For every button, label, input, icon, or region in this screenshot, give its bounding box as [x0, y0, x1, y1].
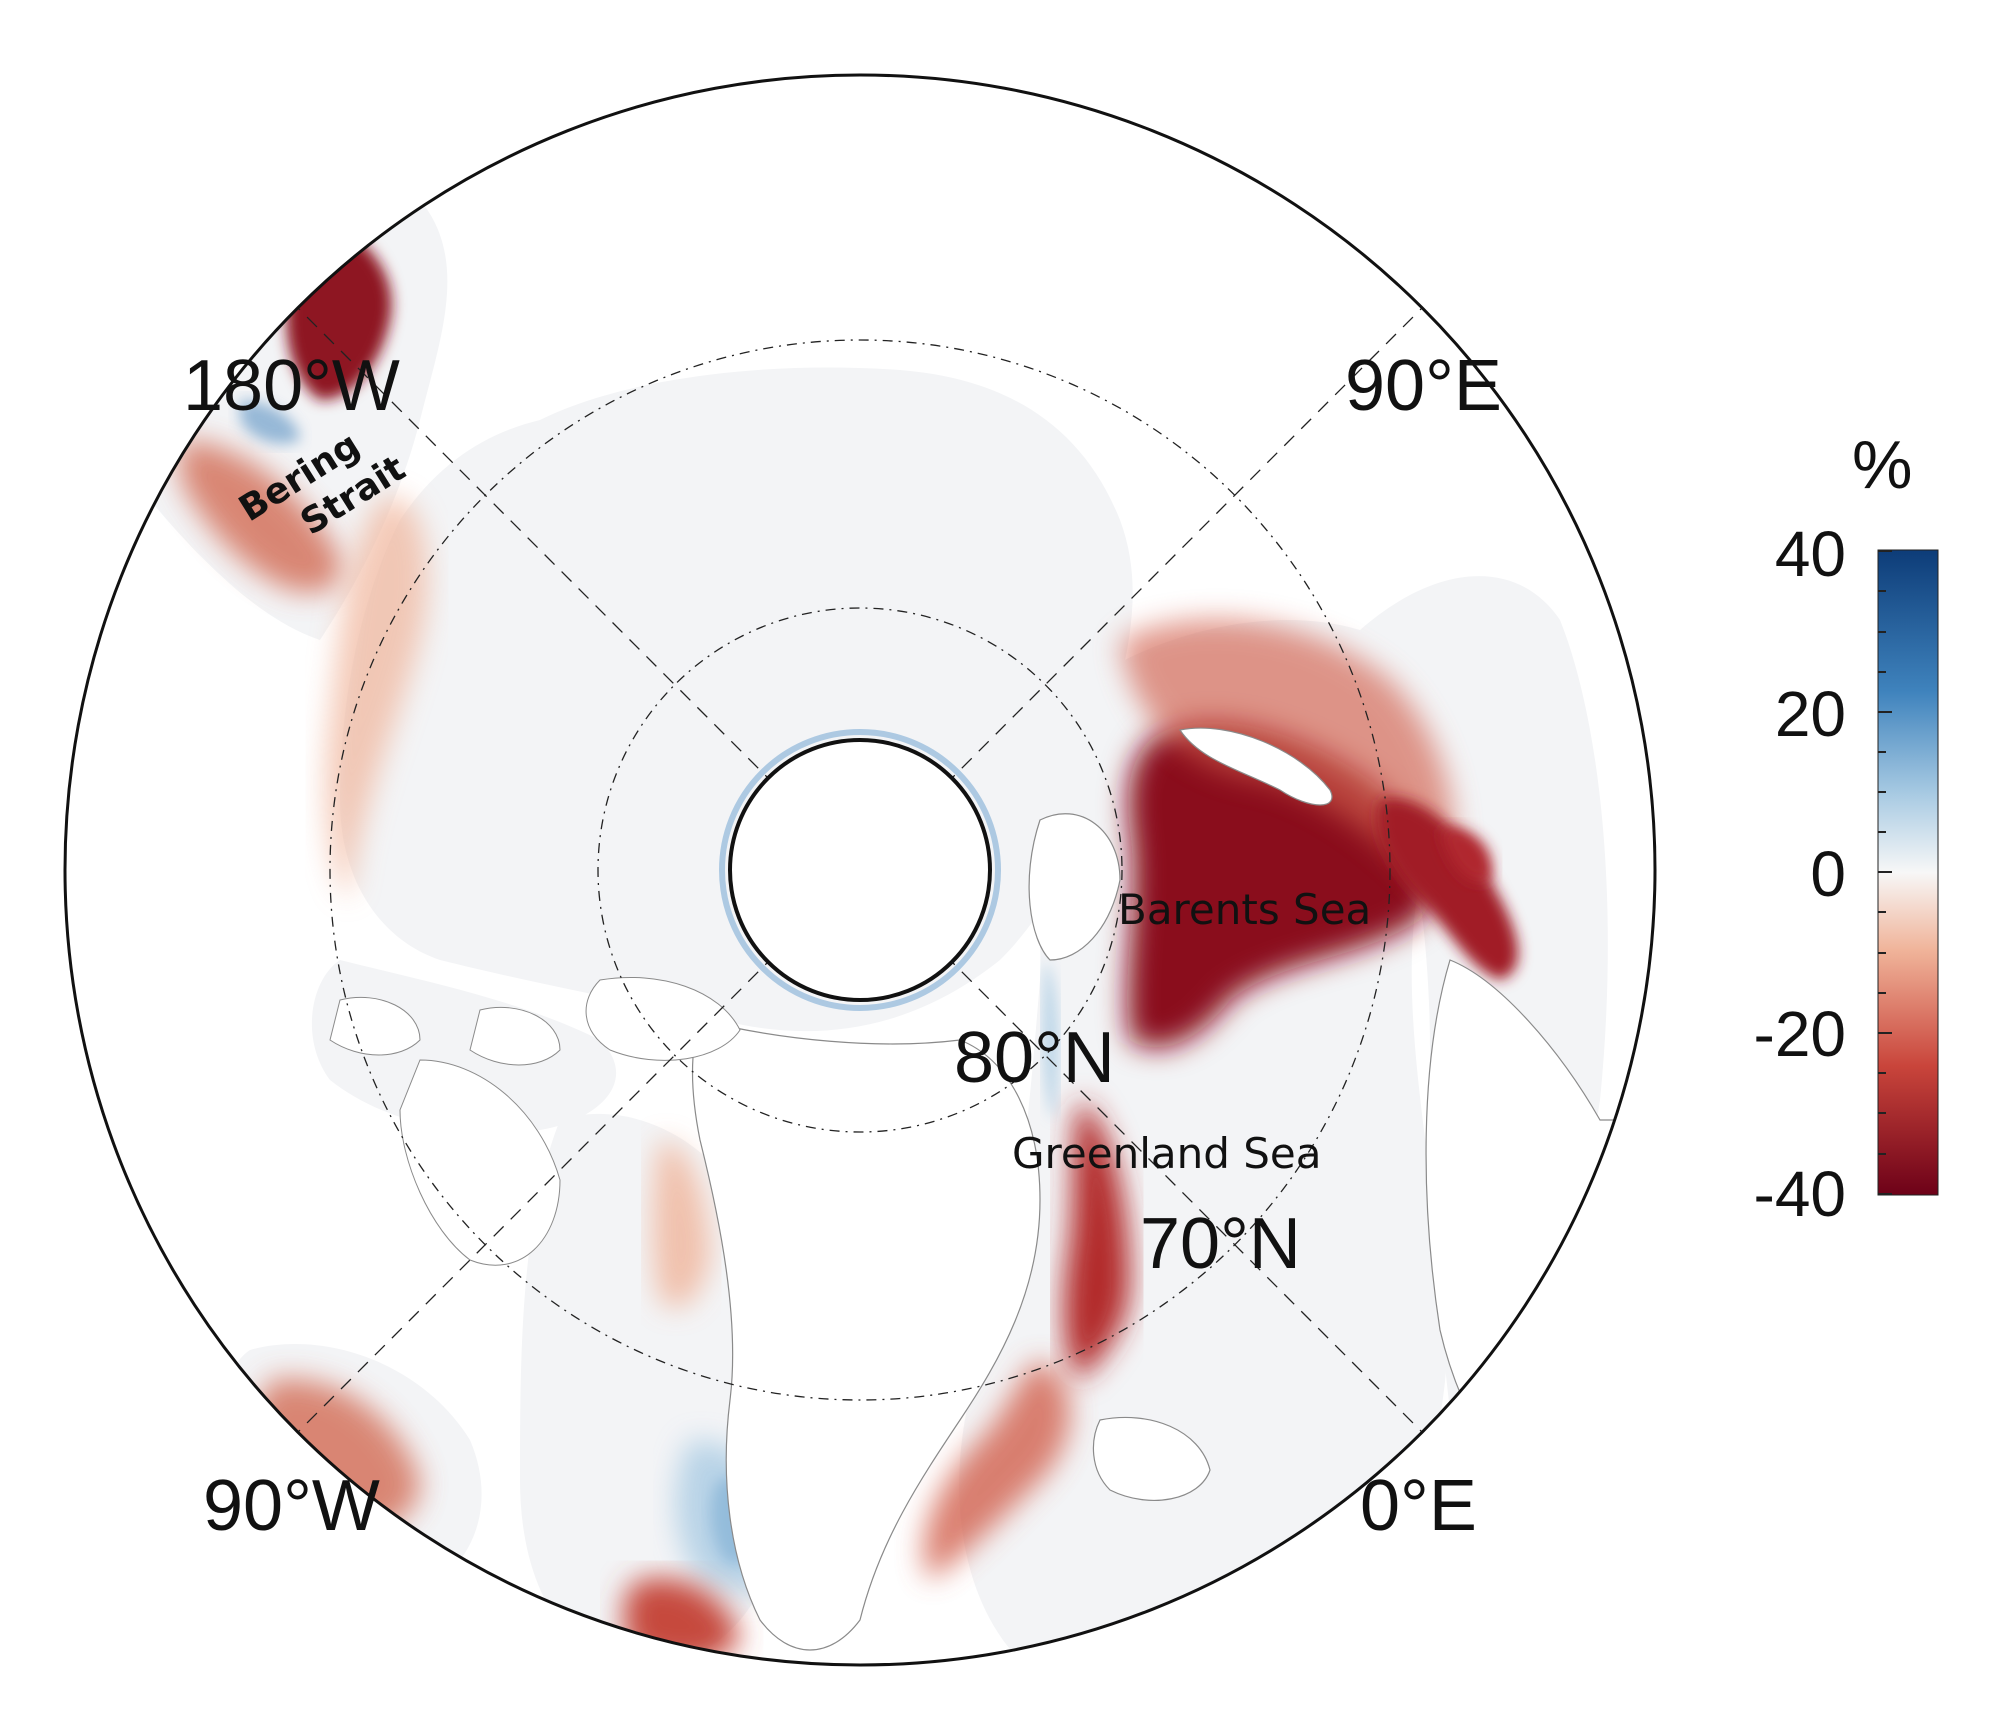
novaya-zemlya-landmass — [1179, 727, 1333, 806]
anomaly-kara — [1377, 798, 1519, 980]
meridian-ne — [859, 307, 1423, 871]
lon-label-90w: 90°W — [203, 1466, 380, 1546]
anomaly-bering-south — [180, 440, 343, 593]
map-boundary — [63, 73, 1657, 1667]
graticule — [297, 307, 1423, 1433]
anomaly-davis — [652, 1140, 710, 1308]
colorbar-ticks — [1878, 550, 1892, 1195]
svalbard-landmass — [1028, 813, 1121, 961]
lat-label-80n: 80°N — [954, 1018, 1115, 1098]
meridian-sw — [297, 869, 861, 1433]
canadian-archipelago — [329, 976, 741, 1266]
meridian-nw — [297, 307, 861, 871]
colorbar: % 40 20 0 -20 -40 — [1754, 427, 1939, 1230]
parallel-80n — [597, 607, 1123, 1133]
colorbar-unit: % — [1852, 427, 1912, 503]
lon-label-90e: 90°E — [1345, 346, 1502, 426]
island-devon — [469, 1006, 561, 1066]
iceland-landmass — [1092, 1416, 1211, 1501]
meridian-se — [859, 869, 1423, 1433]
colorbar-tick-label: -20 — [1754, 998, 1847, 1070]
anomaly-greenland-sea — [1063, 1100, 1130, 1380]
lat-label-70n: 70°N — [1140, 1204, 1301, 1284]
greenland-landmass — [691, 1019, 1041, 1651]
colorbar-tick-label: 40 — [1775, 518, 1846, 590]
parallel-70n — [329, 339, 1391, 1401]
anomaly-fram-strait — [1043, 960, 1058, 1120]
greenland-sea-label: Greenland Sea — [1012, 1129, 1321, 1178]
island-ellesmere — [585, 976, 741, 1061]
anomaly-greenland-south — [923, 1360, 1070, 1580]
lon-label-180w: 180°W — [183, 346, 400, 426]
lon-label-0e: 0°E — [1360, 1466, 1477, 1546]
anomaly-chukchi — [326, 496, 428, 900]
colorbar-tick-label: 0 — [1810, 838, 1846, 910]
pole-hole — [728, 738, 992, 1002]
anomaly-kara-east — [1440, 828, 1492, 883]
island-victoria — [329, 996, 421, 1056]
colorbar-tick-label: -40 — [1754, 1158, 1847, 1230]
colorbar-tick-label: 20 — [1775, 678, 1846, 750]
anomaly-pole-ring — [719, 729, 1001, 1011]
anomaly-bering-blue — [240, 400, 300, 444]
island-baffin — [399, 1059, 561, 1266]
barents-sea-label: Barents Sea — [1118, 885, 1371, 934]
